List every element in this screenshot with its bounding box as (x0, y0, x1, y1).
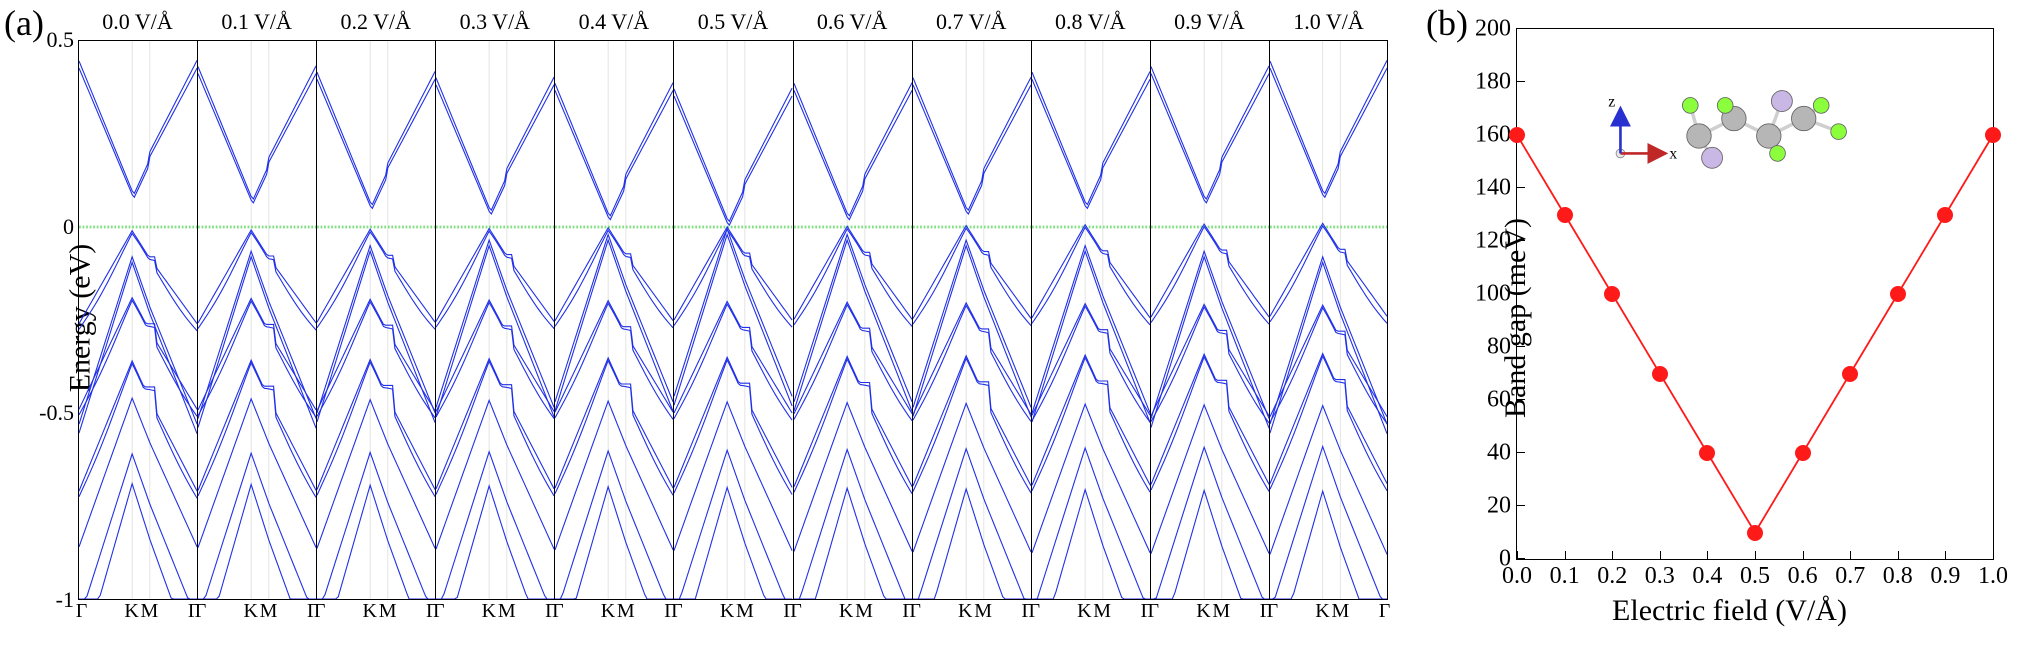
band-xticks: ΓKMΓ (793, 600, 912, 628)
band-plot (78, 40, 197, 600)
data-marker (1842, 366, 1858, 382)
band-panel: 0.7 V/Å ΓKMΓ (912, 8, 1031, 628)
band-plot (197, 40, 316, 600)
band-panel: 0.0 V/Å ΓKMΓ (78, 8, 197, 628)
band-panel-title: 0.6 V/Å (793, 8, 912, 40)
band-panel: 0.8 V/Å ΓKMΓ (1031, 8, 1150, 628)
data-marker (1557, 207, 1573, 223)
band-panel: 0.9 V/Å ΓKMΓ (1150, 8, 1269, 628)
panel-a-label: (a) (4, 2, 44, 44)
data-marker (1937, 207, 1953, 223)
svg-text:x: x (1669, 145, 1677, 162)
band-panel-title: 0.5 V/Å (673, 8, 792, 40)
panel-b-label: (b) (1426, 2, 1468, 44)
band-xticks: ΓKMΓ (316, 600, 435, 628)
band-xticks: ΓKMΓ (1269, 600, 1388, 628)
panel-a-wrap: Energy (eV) -1-0.500.5 0.0 V/ÅΓKMΓ0.1 V/… (8, 8, 1388, 628)
band-panel: 0.6 V/Å ΓKMΓ (793, 8, 912, 628)
band-panel-title: 0.1 V/Å (197, 8, 316, 40)
data-marker (1509, 127, 1525, 143)
band-xticks: ΓKMΓ (197, 600, 316, 628)
band-plot (1269, 40, 1388, 600)
band-plot (316, 40, 435, 600)
panel-a-yticks: -1-0.500.5 (42, 8, 76, 628)
figure-row: (a) Energy (eV) -1-0.500.5 0.0 V/ÅΓKMΓ0.… (8, 8, 2017, 628)
panel-a: (a) Energy (eV) -1-0.500.5 0.0 V/ÅΓKMΓ0.… (8, 8, 1388, 628)
band-xticks: ΓKMΓ (912, 600, 1031, 628)
band-panel-title: 0.4 V/Å (554, 8, 673, 40)
band-panel: 0.2 V/Å ΓKMΓ (316, 8, 435, 628)
band-panel-title: 0.7 V/Å (912, 8, 1031, 40)
panel-b-plot: 0.00.10.20.30.40.50.60.70.80.91.00204060… (1516, 28, 1994, 560)
band-xticks: ΓKMΓ (1150, 600, 1269, 628)
band-panel: 0.3 V/Å ΓKMΓ (435, 8, 554, 628)
data-marker (1985, 127, 2001, 143)
band-plot (1150, 40, 1269, 600)
panel-b: (b) Band gap (meV) Electric field (V/Å) … (1406, 8, 2006, 628)
band-panel: 0.1 V/Å ΓKMΓ (197, 8, 316, 628)
band-panel-title: 0.3 V/Å (435, 8, 554, 40)
band-plot (912, 40, 1031, 600)
band-panel-title: 0.2 V/Å (316, 8, 435, 40)
band-panel-title: 0.0 V/Å (78, 8, 197, 40)
band-panel: 0.4 V/Å ΓKMΓ (554, 8, 673, 628)
band-plot (793, 40, 912, 600)
band-xticks: ΓKMΓ (435, 600, 554, 628)
band-panel-title: 0.9 V/Å (1150, 8, 1269, 40)
band-xticks: ΓKMΓ (1031, 600, 1150, 628)
panel-b-xlabel: Electric field (V/Å) (1612, 594, 1847, 628)
band-plot (554, 40, 673, 600)
svg-text:z: z (1608, 93, 1615, 110)
band-xticks: ΓKMΓ (554, 600, 673, 628)
band-plot (673, 40, 792, 600)
band-plot (1031, 40, 1150, 600)
inset-structure: xz (1603, 61, 1865, 194)
band-xticks: ΓKMΓ (78, 600, 197, 628)
band-panel: 1.0 V/Å ΓKMΓ (1269, 8, 1388, 628)
band-xticks: ΓKMΓ (673, 600, 792, 628)
data-marker (1795, 445, 1811, 461)
panel-b-wrap: Band gap (meV) Electric field (V/Å) 0.00… (1406, 8, 2006, 628)
band-panel-title: 0.8 V/Å (1031, 8, 1150, 40)
data-marker (1890, 286, 1906, 302)
band-panel: 0.5 V/Å ΓKMΓ (673, 8, 792, 628)
band-panel-title: 1.0 V/Å (1269, 8, 1388, 40)
data-marker (1652, 366, 1668, 382)
data-marker (1747, 525, 1763, 541)
band-plot (435, 40, 554, 600)
